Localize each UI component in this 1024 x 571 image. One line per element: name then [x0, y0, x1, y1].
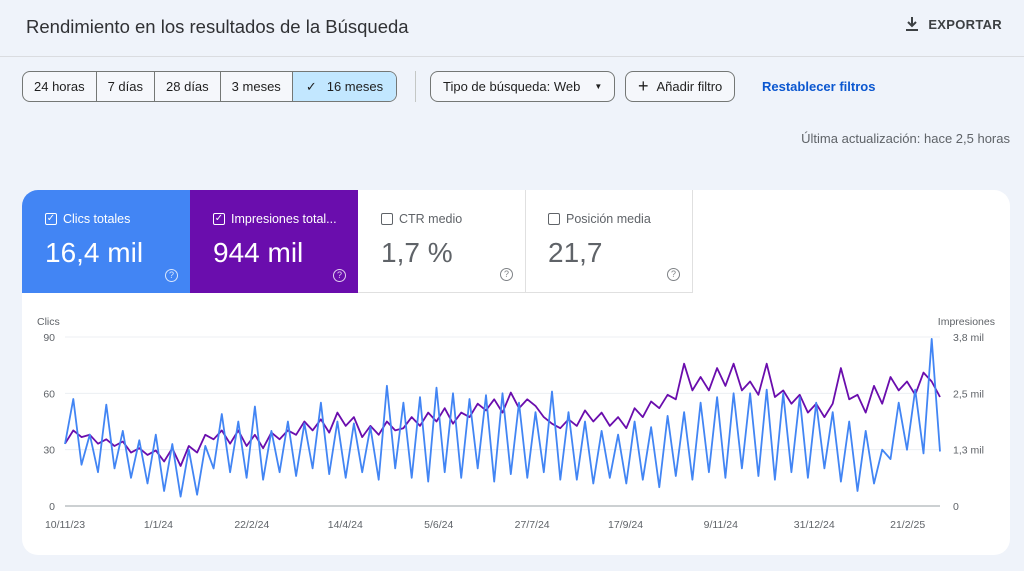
help-icon[interactable]: ? — [333, 269, 346, 282]
check-icon: ✓ — [305, 78, 317, 94]
metric-value: 21,7 — [548, 237, 603, 268]
performance-card: ✓ Clics totales 16,4 mil ? ✓ Impresiones t… — [22, 190, 1010, 555]
y-axis-right-title: Impresiones — [938, 316, 995, 328]
help-icon[interactable]: ? — [500, 268, 513, 281]
x-tick: 27/7/24 — [515, 519, 550, 531]
x-tick: 31/12/24 — [794, 519, 835, 531]
add-filter-button[interactable]: + Añadir filtro — [625, 71, 736, 102]
y-tick-left: 30 — [43, 445, 55, 457]
plus-icon: + — [638, 76, 649, 96]
x-tick: 21/2/25 — [890, 519, 925, 531]
y-tick-right: 2,5 mil — [953, 388, 984, 400]
metric-label: Clics totales — [63, 212, 131, 226]
range-28d[interactable]: 28 días — [154, 72, 220, 101]
export-label: EXPORTAR — [928, 16, 1002, 32]
range-7d[interactable]: 7 días — [95, 72, 154, 101]
x-tick: 22/2/24 — [234, 519, 269, 531]
x-tick: 1/1/24 — [144, 519, 173, 531]
last-updated: Última actualización: hace 2,5 horas — [801, 131, 1010, 146]
series-line-clics — [64, 338, 941, 498]
metric-label: Posición media — [566, 212, 651, 226]
date-range-selector[interactable]: 24 horas 7 días 28 días 3 meses ✓ 16 mese… — [22, 71, 398, 102]
x-tick: 10/11/23 — [45, 519, 85, 531]
y-tick-left: 60 — [43, 388, 55, 400]
y-tick-right: 1,3 mil — [953, 445, 984, 457]
header-divider — [0, 56, 1024, 57]
range-16m-label: 16 meses — [326, 79, 384, 94]
x-tick: 9/11/24 — [704, 519, 738, 531]
reset-filters-link[interactable]: Restablecer filtros — [762, 79, 876, 94]
checkbox-checked-icon[interactable]: ✓ — [213, 213, 225, 225]
y-tick-left: 0 — [49, 501, 55, 513]
export-button[interactable]: EXPORTAR — [904, 16, 1002, 32]
metric-tile-ctr[interactable]: CTR medio 1,7 % ? — [358, 190, 526, 293]
metric-tile-position[interactable]: Posición media 21,7 ? — [525, 190, 693, 293]
metric-tile-clicks[interactable]: ✓ Clics totales 16,4 mil ? — [22, 190, 190, 293]
metric-tile-impressions[interactable]: ✓ Impresiones total... 944 mil ? — [190, 190, 358, 293]
checkbox-checked-icon[interactable]: ✓ — [45, 213, 57, 225]
metric-value: 1,7 % — [381, 237, 453, 268]
x-tick: 14/4/24 — [328, 519, 363, 531]
y-tick-right: 3,8 mil — [953, 332, 984, 344]
metric-label: CTR medio — [399, 212, 463, 226]
series-line-impresiones — [64, 362, 941, 467]
range-3m[interactable]: 3 meses — [219, 72, 292, 101]
add-filter-label: Añadir filtro — [656, 79, 723, 94]
performance-chart: Clics Impresiones 0 0 30 1,3 mil 60 2,5 mil 90… — [37, 316, 995, 531]
filter-separator — [415, 71, 416, 102]
x-tick: 17/9/24 — [608, 519, 643, 531]
search-type-dropdown[interactable]: Tipo de búsqueda: Web ▼ — [430, 71, 616, 102]
help-icon[interactable]: ? — [165, 269, 178, 282]
y-tick-right: 0 — [953, 501, 959, 513]
caret-down-icon: ▼ — [594, 82, 603, 91]
checkbox-unchecked-icon[interactable] — [381, 213, 393, 225]
page-title: Rendimiento en los resultados de la Búsq… — [26, 16, 409, 37]
metric-label: Impresiones total... — [231, 212, 337, 226]
range-24h[interactable]: 24 horas — [34, 79, 85, 94]
y-tick-left: 90 — [43, 332, 55, 344]
help-icon[interactable]: ? — [667, 268, 680, 281]
y-axis-left-title: Clics — [37, 316, 60, 328]
metric-value: 16,4 mil — [45, 237, 144, 268]
download-icon — [906, 17, 919, 31]
x-tick: 5/6/24 — [424, 519, 453, 531]
range-16m[interactable]: ✓ 16 meses — [291, 72, 397, 101]
checkbox-unchecked-icon[interactable] — [548, 213, 560, 225]
metric-value: 944 mil — [213, 237, 304, 268]
search-type-label: Tipo de búsqueda: Web — [443, 79, 581, 94]
